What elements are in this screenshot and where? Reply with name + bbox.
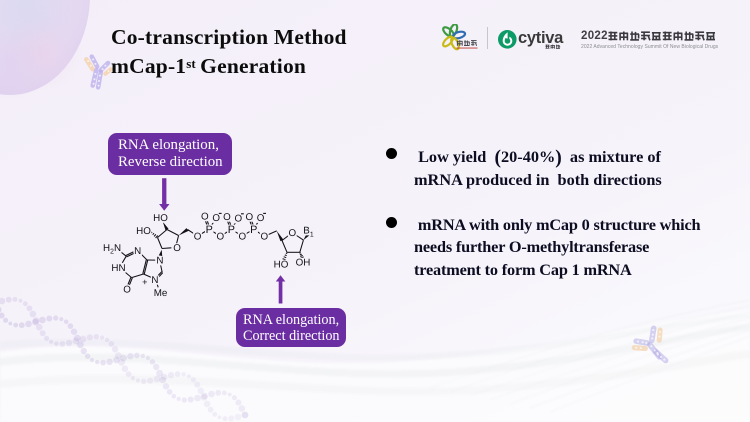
svg-text:O: O	[216, 232, 224, 243]
svg-text:N: N	[156, 256, 163, 267]
svg-text:O: O	[223, 212, 231, 223]
svg-text:O: O	[212, 213, 220, 224]
svg-text:N: N	[134, 246, 141, 257]
svg-text:O: O	[288, 228, 296, 239]
svg-text:P: P	[250, 224, 257, 236]
svg-text:HO: HO	[153, 213, 168, 224]
svg-text:HN: HN	[111, 263, 125, 274]
svg-text:B1: B1	[303, 226, 314, 239]
svg-text:O: O	[238, 231, 246, 242]
svg-text:O: O	[245, 212, 253, 223]
svg-text:P: P	[206, 224, 213, 236]
svg-text:N: N	[151, 275, 158, 286]
svg-text:Me: Me	[154, 288, 168, 299]
svg-text:O: O	[260, 232, 268, 243]
svg-text:O: O	[234, 214, 242, 225]
svg-text:H2: H2	[103, 243, 114, 256]
svg-text:HO: HO	[136, 226, 151, 237]
svg-text:O: O	[123, 284, 131, 295]
svg-text:O: O	[194, 231, 202, 242]
svg-text:HO: HO	[274, 259, 289, 270]
svg-text:O: O	[201, 212, 209, 223]
svg-text:O: O	[173, 243, 181, 254]
svg-text:OH: OH	[296, 257, 311, 268]
svg-text:N: N	[114, 243, 121, 254]
svg-text:+: +	[142, 277, 147, 287]
svg-text:P: P	[228, 224, 235, 236]
svg-text:O: O	[257, 213, 265, 224]
